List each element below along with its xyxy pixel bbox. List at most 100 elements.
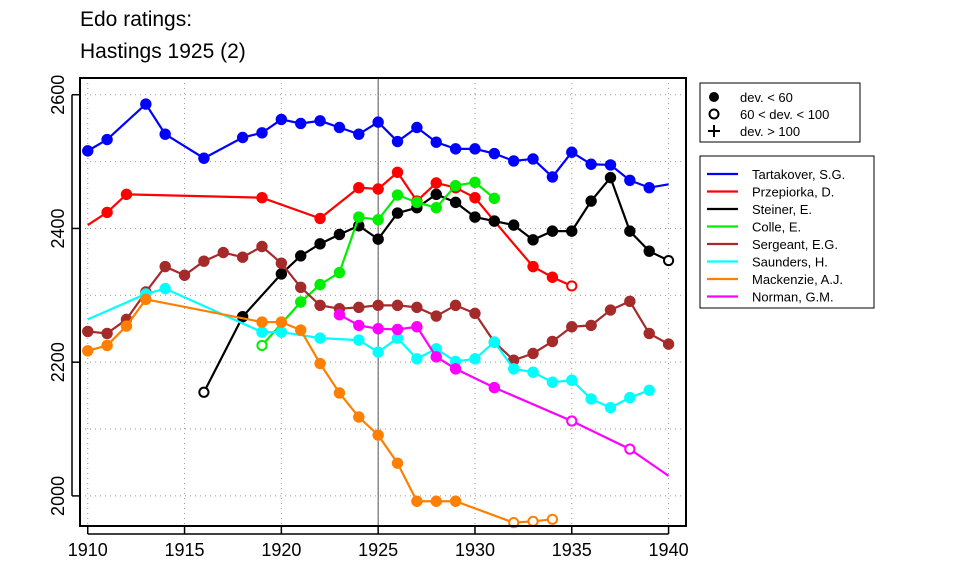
point-saunders-h-1914	[159, 282, 171, 295]
point-tartakover-s-g-1911	[101, 133, 113, 146]
point-sergeant-e-g-1922	[314, 299, 326, 312]
point-przepiorka-d-1925	[372, 183, 384, 195]
series-steiner-e	[198, 171, 675, 398]
series-legend: Tartakover, S.G. Przepiorka, D. Steiner, E…	[699, 155, 875, 309]
point-sergeant-e-g-1929	[449, 299, 462, 312]
legend-label-saunders-h: Saunders, H.	[752, 255, 828, 270]
point-tartakover-s-g-1933	[527, 153, 539, 165]
point-saunders-h-1932	[507, 363, 520, 375]
point-saunders-h-1934	[546, 376, 559, 388]
point-mackenzie-a-j-1927	[411, 495, 423, 507]
point-steiner-e-1926	[391, 207, 404, 219]
legend-label-colle-e: Colle, E.	[752, 220, 801, 235]
point-norman-g-m-1923	[333, 309, 346, 321]
x-tick-label-1920: 1920	[261, 540, 301, 560]
marker-label-dev-60: dev. < 60	[740, 90, 793, 105]
point-saunders-h-1925	[372, 346, 384, 358]
point-mackenzie-a-j-1932	[508, 517, 520, 529]
point-tartakover-s-g-1929	[449, 143, 462, 155]
legend-label-przepiorka-d: Przepiorka, D.	[752, 185, 834, 200]
point-sergeant-e-g-1939	[643, 327, 655, 340]
point-tartakover-s-g-1925	[372, 116, 384, 128]
point-sergeant-e-g-1930	[469, 307, 481, 320]
point-norman-g-m-1924	[353, 319, 365, 332]
point-norman-g-m-1938	[624, 443, 636, 455]
point-steiner-e-1916	[198, 386, 210, 398]
point-sergeant-e-g-1926	[391, 299, 404, 312]
point-tartakover-s-g-1921	[295, 117, 307, 130]
x-tick-label-1910: 1910	[68, 540, 108, 560]
point-tartakover-s-g-1918	[236, 131, 249, 144]
point-mackenzie-a-j-1928	[430, 495, 442, 507]
series-line-saunders-h	[87, 287, 650, 409]
point-steiner-e-1930	[469, 211, 481, 223]
point-norman-g-m-1929	[449, 363, 462, 375]
point-tartakover-s-g-1916	[198, 152, 210, 164]
point-tartakover-s-g-1937	[604, 159, 617, 171]
point-sergeant-e-g-1928	[430, 310, 442, 322]
point-sergeant-e-g-1933	[527, 347, 539, 360]
series-line-tartakover-s-g	[87, 102, 669, 189]
point-mackenzie-a-j-1920	[275, 316, 288, 328]
point-tartakover-s-g-1930	[469, 143, 481, 155]
point-tartakover-s-g-1936	[585, 158, 597, 170]
point-colle-e-1923	[333, 266, 346, 279]
point-tartakover-s-g-1920	[275, 113, 288, 126]
point-tartakover-s-g-1923	[333, 121, 346, 134]
point-mackenzie-a-j-1922	[314, 357, 326, 370]
legend-label-mackenzie-a-j: Mackenzie, A.J.	[752, 272, 843, 287]
point-colle-e-1929	[449, 179, 462, 192]
point-colle-e-1922	[314, 278, 326, 291]
point-saunders-h-1920	[275, 326, 288, 338]
point-tartakover-s-g-1932	[507, 155, 520, 167]
point-steiner-e-1920	[275, 268, 288, 280]
series-legend-box	[699, 155, 875, 309]
point-norman-g-m-1926	[391, 323, 404, 336]
point-tartakover-s-g-1919	[256, 127, 268, 139]
point-tartakover-s-g-1939	[643, 181, 655, 194]
point-saunders-h-1936	[585, 393, 597, 405]
point-steiner-e-1934	[546, 225, 559, 237]
marker-legend-box	[699, 82, 861, 143]
x-tick-label-1930: 1930	[455, 540, 495, 560]
point-tartakover-s-g-1922	[314, 115, 326, 127]
point-mackenzie-a-j-1910	[82, 345, 94, 357]
point-sergeant-e-g-1936	[585, 319, 597, 332]
point-steiner-e-1923	[333, 228, 346, 241]
point-sergeant-e-g-1916	[198, 255, 210, 267]
chart-title-line-1: Edo ratings:	[80, 8, 193, 31]
point-mackenzie-a-j-1923	[333, 387, 346, 399]
point-tartakover-s-g-1938	[624, 174, 636, 187]
point-mackenzie-a-j-1926	[391, 457, 404, 469]
marker-symbol-dev-60	[709, 92, 719, 102]
point-tartakover-s-g-1931	[488, 147, 501, 160]
x-tick-label-1925: 1925	[358, 540, 398, 560]
y-tick-label-2000: 2000	[48, 476, 68, 516]
point-przepiorka-d-1928	[430, 177, 442, 189]
series-tartakover-s-g	[82, 98, 669, 194]
point-saunders-h-1939	[643, 384, 655, 396]
point-steiner-e-1929	[449, 196, 462, 209]
point-norman-g-m-1925	[372, 323, 384, 335]
point-sergeant-e-g-1915	[178, 269, 191, 281]
point-sergeant-e-g-1925	[372, 299, 384, 312]
point-saunders-h-1931	[488, 336, 501, 348]
point-mackenzie-a-j-1924	[353, 411, 365, 423]
point-mackenzie-a-j-1933	[527, 515, 539, 527]
point-steiner-e-1928	[430, 188, 442, 201]
point-colle-e-1928	[430, 202, 442, 214]
point-przepiorka-d-1924	[353, 181, 365, 194]
point-steiner-e-1937	[604, 171, 617, 184]
point-norman-g-m-1935	[566, 415, 578, 427]
series-group	[82, 98, 675, 529]
point-tartakover-s-g-1926	[391, 135, 404, 148]
point-saunders-h-1919	[256, 326, 268, 338]
point-tartakover-s-g-1934	[546, 171, 559, 183]
point-norman-g-m-1931	[488, 381, 501, 394]
point-tartakover-s-g-1913	[140, 98, 152, 110]
grid	[80, 78, 686, 526]
x-tick-label-1935: 1935	[552, 540, 592, 560]
y-tick-label-2400: 2400	[48, 208, 68, 248]
point-sergeant-e-g-1920	[275, 257, 288, 269]
chart-title-line-2: Hastings 1925 (2)	[80, 40, 246, 63]
